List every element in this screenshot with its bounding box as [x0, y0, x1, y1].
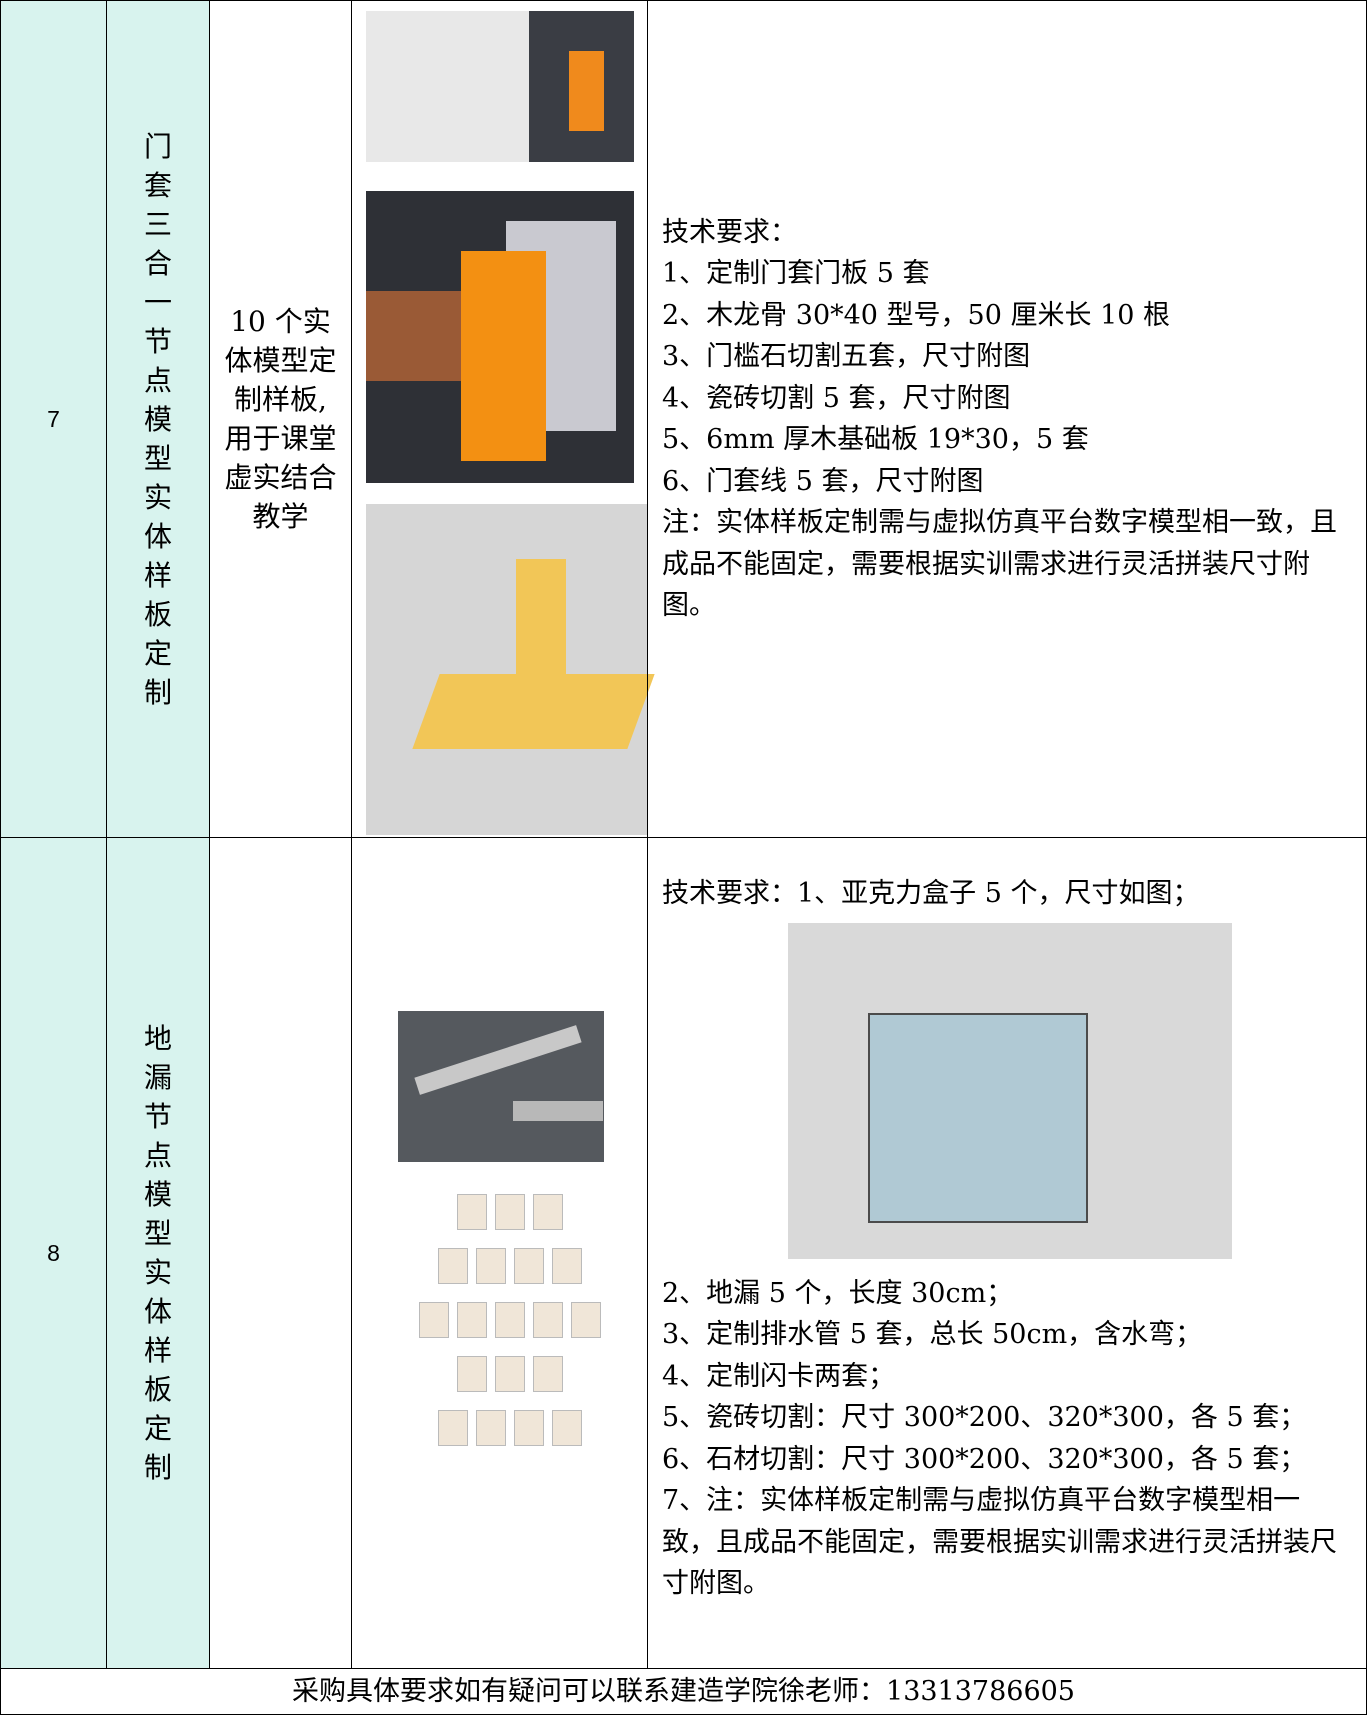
card: [476, 1410, 506, 1446]
pipe: [513, 1101, 603, 1121]
card: [514, 1410, 544, 1446]
acrylic-box-drawing: [788, 922, 1232, 1259]
requirement-line: 注：实体样板定制需与虚拟仿真平台数字模型相一致，且成品不能固定，需要根据实训需求…: [662, 507, 1337, 621]
base-block: [412, 674, 655, 749]
card: [495, 1194, 525, 1230]
card: [457, 1356, 487, 1392]
card: [533, 1356, 563, 1392]
requirements: 技术要求：1、亚克力盒子 5 个，尺寸如图； 2、地漏 5 个，长度 30cm；…: [647, 837, 1367, 1669]
card: [419, 1302, 449, 1338]
card: [457, 1302, 487, 1338]
card: [514, 1248, 544, 1284]
card: [495, 1356, 525, 1392]
item-name: 地漏节点模型实体样板定制: [106, 837, 210, 1669]
requirement-line: 3、门槛石切割五套，尺寸附图: [662, 341, 1031, 372]
requirements-intro: 技术要求：1、亚克力盒子 5 个，尺寸如图；: [662, 873, 1200, 915]
requirement-line: 5、瓷砖切割：尺寸 300*200、320*300，各 5 套；: [662, 1402, 1307, 1433]
row-number: 8: [0, 837, 107, 1669]
cad-screenshot: [366, 11, 634, 162]
requirement-line: 6、石材切割：尺寸 300*200、320*300，各 5 套；: [662, 1443, 1307, 1475]
requirements-list: 2、地漏 5 个，长度 30cm； 3、定制排水管 5 套，总长 50cm，含水弯…: [662, 1273, 1354, 1605]
card: [533, 1194, 563, 1230]
requirement-line: 2、木龙骨 30*40 型号，50 厘米长 10 根: [662, 299, 1171, 331]
requirement-line: 技术要求：: [662, 216, 797, 248]
card: [571, 1302, 601, 1338]
item-name: 门套三合一节点模型实体样板定制: [106, 0, 210, 838]
requirement-line: 3、定制排水管 5 套，总长 50cm，含水弯；: [662, 1319, 1203, 1350]
card: [552, 1248, 582, 1284]
requirement-line: 技术要求：1、亚克力盒子 5 个，尺寸如图；: [662, 878, 1200, 909]
card: [457, 1194, 487, 1230]
cad-3d-view: [529, 11, 634, 162]
quantity: 10 个实体模型定制样板,用于课堂虚实结合教学: [209, 0, 352, 838]
card: [476, 1248, 506, 1284]
card: [495, 1302, 525, 1338]
dimension-model: [366, 504, 655, 835]
card: [438, 1410, 468, 1446]
quantity: [209, 837, 352, 1669]
card: [438, 1248, 468, 1284]
footer: 采购具体要求如有疑问可以联系建造学院徐老师：13313786605: [0, 1668, 1367, 1715]
wood-floor: [366, 291, 476, 381]
floor-drain-render: [398, 1011, 604, 1162]
requirement-line: 4、定制闪卡两套；: [662, 1360, 896, 1392]
image-cell: [351, 0, 655, 838]
card: [533, 1302, 563, 1338]
row-number: 7: [0, 0, 107, 838]
requirement-line: 4、瓷砖切割 5 套，尺寸附图: [662, 382, 1011, 414]
card: [552, 1410, 582, 1446]
requirement-line: 7、注：实体样板定制需与虚拟仿真平台数字模型相一致，且成品不能固定，需要根据实训…: [662, 1485, 1337, 1599]
door-model-render: [366, 191, 634, 483]
requirement-line: 2、地漏 5 个，长度 30cm；: [662, 1277, 1014, 1309]
door-frame: [461, 251, 546, 461]
image-cell: [351, 837, 648, 1669]
flash-cards: [372, 1190, 612, 1485]
requirement-line: 1、定制门套门板 5 套: [662, 258, 930, 289]
acrylic-box: [868, 1012, 1088, 1223]
door-frame-shape: [569, 51, 604, 131]
requirements: 技术要求： 1、定制门套门板 5 套 2、木龙骨 30*40 型号，50 厘米长 1…: [647, 0, 1367, 838]
drain-grate: [414, 1025, 582, 1095]
requirement-line: 5、6mm 厚木基础板 19*30，5 套: [662, 424, 1089, 455]
requirement-line: 6、门套线 5 套，尺寸附图: [662, 465, 984, 497]
wall-block: [516, 559, 566, 679]
